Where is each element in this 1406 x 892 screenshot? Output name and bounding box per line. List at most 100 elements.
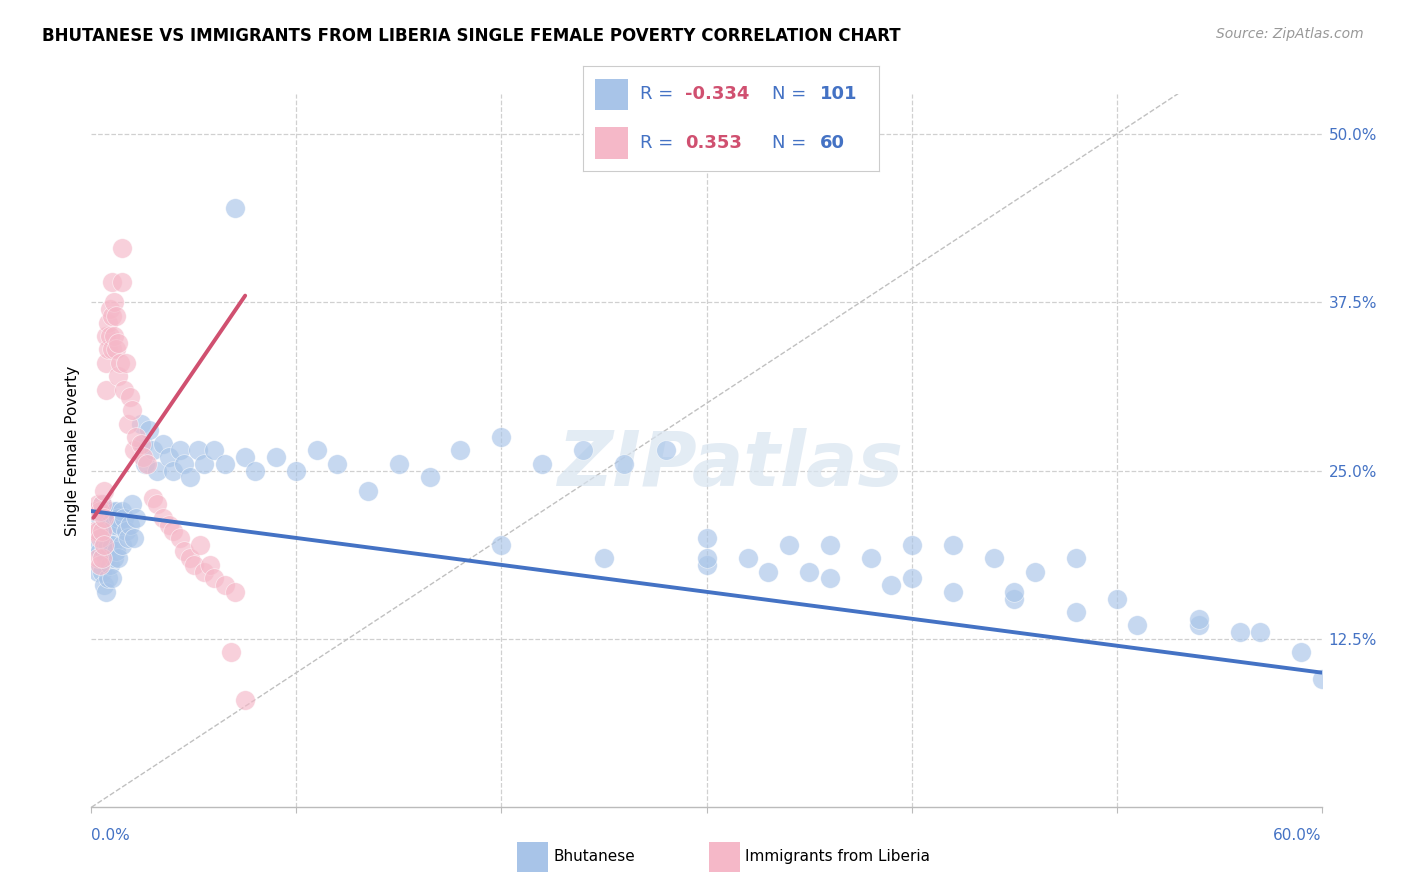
Point bbox=[94, 356, 117, 370]
FancyBboxPatch shape bbox=[595, 127, 627, 159]
Point bbox=[1229, 625, 1251, 640]
Point bbox=[1105, 591, 1128, 606]
Point bbox=[89, 504, 111, 518]
Point bbox=[105, 504, 127, 518]
Point bbox=[86, 538, 108, 552]
Point bbox=[179, 470, 201, 484]
FancyBboxPatch shape bbox=[517, 842, 548, 872]
Point bbox=[983, 551, 1005, 566]
Point bbox=[124, 443, 146, 458]
Point bbox=[146, 464, 169, 478]
Point bbox=[97, 504, 120, 518]
Point bbox=[593, 551, 616, 566]
FancyBboxPatch shape bbox=[709, 842, 740, 872]
Point bbox=[101, 275, 124, 289]
Point bbox=[115, 356, 138, 370]
Point bbox=[93, 578, 115, 592]
Point bbox=[111, 242, 134, 256]
Point bbox=[1064, 605, 1087, 619]
Text: BHUTANESE VS IMMIGRANTS FROM LIBERIA SINGLE FEMALE POVERTY CORRELATION CHART: BHUTANESE VS IMMIGRANTS FROM LIBERIA SIN… bbox=[42, 27, 901, 45]
Point bbox=[419, 470, 441, 484]
Point bbox=[107, 335, 129, 350]
Point bbox=[98, 329, 121, 343]
Point bbox=[233, 692, 256, 706]
Point bbox=[125, 430, 148, 444]
Point bbox=[101, 343, 124, 357]
Point bbox=[125, 510, 148, 524]
Point bbox=[98, 558, 121, 572]
Point bbox=[1310, 673, 1333, 687]
Point bbox=[105, 309, 127, 323]
Point bbox=[90, 497, 112, 511]
Point bbox=[90, 551, 112, 566]
Point bbox=[187, 443, 209, 458]
Point bbox=[193, 457, 215, 471]
Point bbox=[202, 443, 225, 458]
Point bbox=[105, 343, 127, 357]
Point bbox=[108, 517, 131, 532]
Point bbox=[89, 531, 111, 545]
Point bbox=[152, 436, 174, 450]
Point bbox=[121, 403, 143, 417]
Point bbox=[111, 538, 134, 552]
Point bbox=[157, 517, 180, 532]
Point bbox=[162, 524, 184, 539]
Y-axis label: Single Female Poverty: Single Female Poverty bbox=[65, 366, 80, 535]
Point bbox=[107, 369, 129, 384]
Point bbox=[86, 551, 108, 566]
Point bbox=[101, 504, 124, 518]
Point bbox=[105, 544, 127, 558]
Point bbox=[103, 329, 125, 343]
Point bbox=[107, 510, 129, 524]
Point bbox=[169, 443, 191, 458]
Point bbox=[107, 551, 129, 566]
Point bbox=[94, 584, 117, 599]
Point bbox=[1126, 618, 1149, 632]
Point bbox=[93, 538, 115, 552]
Point bbox=[117, 417, 139, 431]
Point bbox=[94, 329, 117, 343]
Point bbox=[285, 464, 308, 478]
Text: N =: N = bbox=[772, 86, 813, 103]
Point bbox=[89, 544, 111, 558]
Point bbox=[202, 571, 225, 585]
Point bbox=[93, 544, 115, 558]
Point bbox=[169, 531, 191, 545]
Point bbox=[131, 436, 153, 450]
Point bbox=[737, 551, 759, 566]
Text: ZIPatlas: ZIPatlas bbox=[558, 428, 904, 501]
Point bbox=[1249, 625, 1271, 640]
Point bbox=[224, 201, 246, 215]
Point bbox=[97, 343, 120, 357]
Text: R =: R = bbox=[640, 86, 679, 103]
Point bbox=[120, 517, 142, 532]
Point bbox=[142, 491, 165, 505]
Point bbox=[120, 390, 142, 404]
Point bbox=[90, 565, 112, 579]
Point bbox=[142, 443, 165, 458]
Text: N =: N = bbox=[772, 134, 813, 152]
Point bbox=[224, 584, 246, 599]
Point bbox=[103, 551, 125, 566]
Point bbox=[138, 423, 160, 437]
Point bbox=[101, 571, 124, 585]
Point bbox=[778, 538, 800, 552]
Point bbox=[200, 558, 222, 572]
Point bbox=[89, 510, 111, 524]
Point bbox=[101, 538, 124, 552]
Point bbox=[98, 524, 121, 539]
Point bbox=[1289, 645, 1312, 659]
Point bbox=[131, 450, 153, 465]
Text: Source: ZipAtlas.com: Source: ZipAtlas.com bbox=[1216, 27, 1364, 41]
Point bbox=[695, 531, 717, 545]
Point bbox=[1002, 591, 1025, 606]
Point bbox=[264, 450, 287, 465]
Text: R =: R = bbox=[640, 134, 685, 152]
Point bbox=[491, 538, 513, 552]
Text: -0.334: -0.334 bbox=[685, 86, 749, 103]
Point bbox=[613, 457, 636, 471]
Point bbox=[129, 436, 152, 450]
Point bbox=[103, 295, 125, 310]
Point bbox=[695, 551, 717, 566]
Point bbox=[572, 443, 595, 458]
